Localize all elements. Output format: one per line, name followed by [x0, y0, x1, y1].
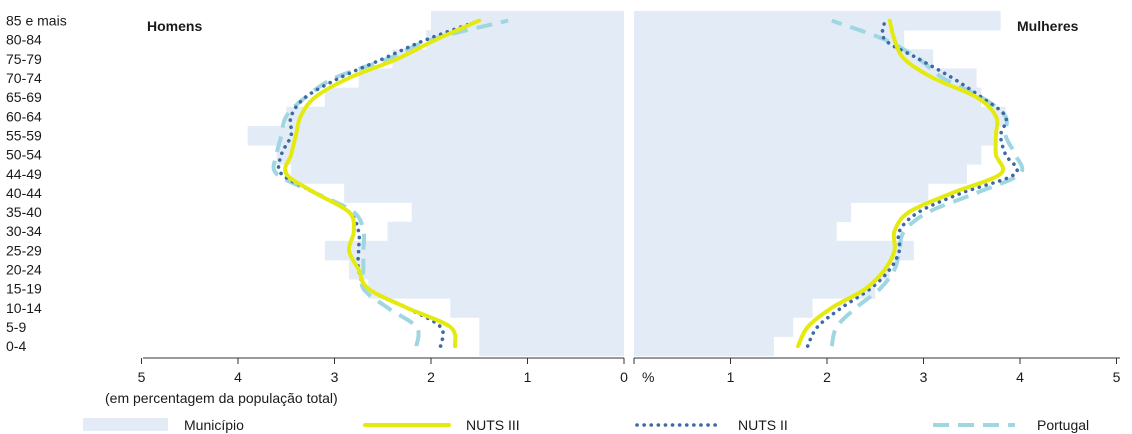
line-nuts-ii-women — [805, 18, 1019, 348]
bar-men-10-14 — [450, 298, 624, 318]
age-label-5-9: 5-9 — [6, 319, 26, 335]
age-label-50-54: 50-54 — [6, 147, 42, 163]
bar-men-80-84 — [426, 30, 624, 50]
bar-men-55-59 — [247, 125, 624, 146]
municipio-bars-men — [247, 11, 624, 357]
age-label-80-84: 80-84 — [6, 32, 42, 48]
bar-women-50-54 — [634, 145, 982, 165]
bar-women-30-34 — [634, 221, 837, 242]
bar-men-35-40 — [411, 202, 624, 223]
line-nuts-iii-women — [796, 18, 1006, 349]
bar-men-65-69 — [324, 87, 624, 108]
bar-men-70-74 — [358, 68, 624, 88]
x-tick-label-women-1: 1 — [727, 369, 735, 385]
bar-men-5-9 — [479, 317, 624, 337]
bar-men-30-34 — [387, 221, 624, 242]
legend-label-nuts-ii: NUTS II — [738, 417, 788, 433]
bar-women-85-e-mais — [634, 11, 1001, 31]
x-tick-label-women-3: 3 — [920, 369, 928, 385]
age-label-0-4: 0-4 — [6, 338, 26, 354]
age-label-85-e-mais: 85 e mais — [6, 13, 67, 29]
age-label-40-44: 40-44 — [6, 185, 42, 201]
bar-women-0-4 — [634, 336, 774, 357]
age-label-10-14: 10-14 — [6, 300, 42, 316]
x-tick-label-men-2: 2 — [427, 369, 435, 385]
bar-men-75-79 — [392, 49, 624, 69]
legend-swatch-municipio — [83, 418, 168, 431]
bar-men-20-24 — [348, 259, 624, 280]
age-label-70-74: 70-74 — [6, 70, 42, 86]
bar-men-0-4 — [479, 336, 624, 357]
age-label-60-64: 60-64 — [6, 108, 42, 124]
x-axis-title: (em percentagem da população total) — [105, 390, 338, 406]
x-axis-unit: % — [642, 369, 654, 385]
bar-men-15-19 — [368, 279, 624, 299]
age-label-35-40: 35-40 — [6, 204, 42, 220]
bar-women-60-64 — [634, 106, 1006, 127]
series-lines — [271, 18, 1025, 349]
bar-women-65-69 — [634, 87, 982, 108]
legend-label-portugal: Portugal — [1037, 417, 1089, 433]
bar-women-10-14 — [634, 298, 813, 318]
age-label-20-24: 20-24 — [6, 262, 42, 278]
age-label-15-19: 15-19 — [6, 281, 42, 297]
line-portugal-women — [829, 18, 1025, 347]
bar-men-25-29 — [324, 240, 624, 261]
age-label-44-49: 44-49 — [6, 166, 42, 182]
x-tick-label-men-3: 3 — [331, 369, 339, 385]
bar-men-44-49 — [291, 164, 624, 184]
bar-women-40-44 — [634, 183, 929, 203]
x-tick-label-women-2: 2 — [823, 369, 831, 385]
x-tick-label-men-1: 1 — [524, 369, 532, 385]
age-label-55-59: 55-59 — [6, 127, 42, 143]
bar-women-35-40 — [634, 202, 852, 223]
municipio-bars-women — [634, 11, 1006, 357]
legend: Município NUTS III NUTS II Portugal — [83, 417, 1089, 433]
bar-women-15-19 — [634, 279, 876, 299]
bar-women-55-59 — [634, 125, 996, 146]
x-tick-label-women-4: 4 — [1016, 369, 1024, 385]
x-axis: 5 4 3 2 1 0 1 2 3 4 5 — [138, 357, 1121, 385]
age-label-25-29: 25-29 — [6, 242, 42, 258]
women-title: Mulheres — [1017, 18, 1079, 34]
bar-women-5-9 — [634, 317, 794, 337]
x-tick-label-men-4: 4 — [234, 369, 242, 385]
bar-men-50-54 — [276, 145, 624, 165]
x-tick-label-men-5: 5 — [138, 369, 146, 385]
bar-women-70-74 — [634, 68, 977, 88]
bar-men-40-44 — [344, 183, 624, 203]
x-tick-label-women-5: 5 — [1113, 369, 1121, 385]
age-label-30-34: 30-34 — [6, 223, 42, 239]
bar-men-60-64 — [286, 106, 624, 127]
center-divider — [624, 8, 634, 358]
line-nuts-iii-men — [283, 18, 482, 349]
bar-women-44-49 — [634, 164, 967, 184]
age-label-75-79: 75-79 — [6, 51, 42, 67]
men-title: Homens — [147, 18, 202, 34]
legend-label-nuts-iii: NUTS III — [466, 417, 520, 433]
x-tick-label-men-0: 0 — [620, 369, 628, 385]
bar-women-20-24 — [634, 259, 890, 280]
bar-women-25-29 — [634, 240, 914, 261]
age-group-labels: 0-4 5-9 10-14 15-19 20-24 25-29 30-34 35-40 40-4… — [6, 13, 67, 355]
legend-label-municipio: Município — [184, 417, 244, 433]
bar-women-75-79 — [634, 49, 934, 69]
age-label-65-69: 65-69 — [6, 89, 42, 105]
bar-women-80-84 — [634, 30, 905, 50]
